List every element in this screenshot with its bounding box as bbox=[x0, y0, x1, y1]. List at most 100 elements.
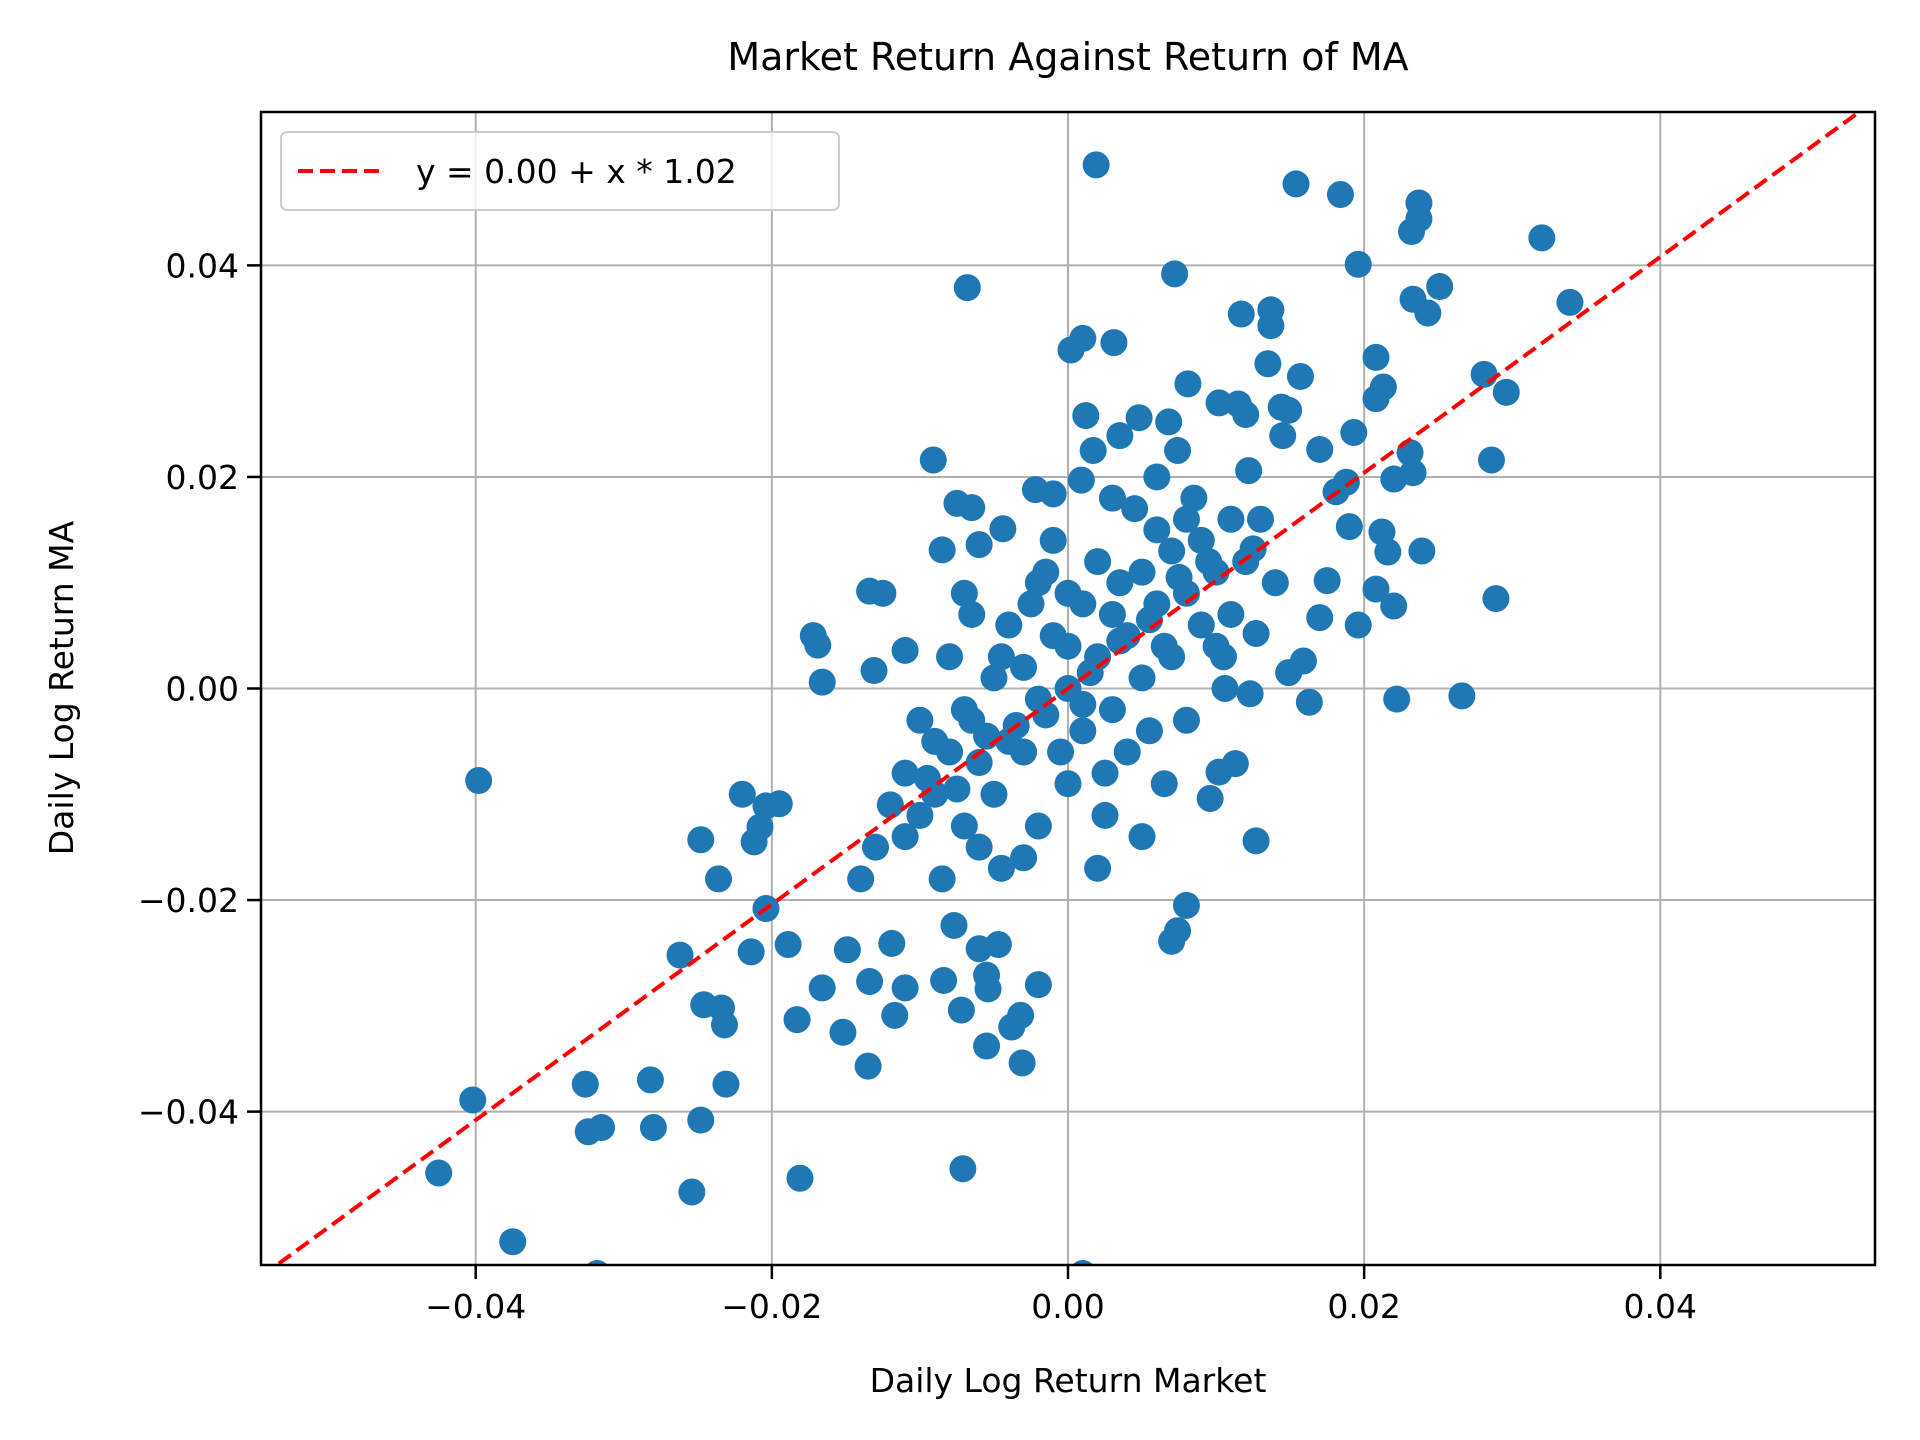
data-point bbox=[1024, 812, 1052, 840]
data-point bbox=[1024, 971, 1052, 999]
data-point bbox=[891, 823, 919, 851]
data-point bbox=[1275, 396, 1303, 424]
data-point bbox=[930, 966, 958, 994]
data-point bbox=[854, 1052, 882, 1080]
data-point bbox=[765, 790, 793, 818]
data-point bbox=[1100, 329, 1128, 357]
data-point bbox=[1057, 336, 1085, 364]
data-point bbox=[1125, 404, 1153, 432]
data-point bbox=[1039, 480, 1067, 508]
data-point bbox=[1187, 611, 1215, 639]
data-point bbox=[947, 996, 975, 1024]
data-point bbox=[1180, 484, 1208, 512]
data-point bbox=[1235, 457, 1263, 485]
x-axis-label: Daily Log Return Market bbox=[870, 1361, 1267, 1400]
data-point bbox=[1426, 273, 1454, 301]
data-point bbox=[1211, 675, 1239, 702]
x-tick-label: 0.00 bbox=[1031, 1287, 1104, 1326]
data-point bbox=[786, 1164, 814, 1192]
data-point bbox=[499, 1228, 527, 1256]
data-point bbox=[921, 727, 949, 755]
data-point bbox=[1079, 436, 1107, 464]
data-point bbox=[639, 1113, 667, 1141]
data-point bbox=[1242, 619, 1270, 647]
data-point bbox=[712, 1070, 740, 1098]
data-point bbox=[1161, 260, 1189, 288]
data-point bbox=[1232, 548, 1260, 576]
data-point bbox=[987, 854, 1015, 882]
data-point bbox=[1098, 696, 1126, 724]
data-point bbox=[847, 865, 875, 893]
data-point bbox=[1344, 611, 1372, 639]
data-point bbox=[1232, 401, 1260, 429]
data-point bbox=[1205, 758, 1233, 786]
data-point bbox=[1295, 688, 1323, 716]
data-point bbox=[980, 780, 1008, 808]
data-point bbox=[774, 930, 802, 958]
data-point bbox=[958, 706, 986, 734]
data-point bbox=[1362, 343, 1390, 371]
data-point bbox=[1069, 690, 1097, 718]
data-point bbox=[1374, 538, 1402, 566]
data-point bbox=[1380, 592, 1408, 620]
data-point bbox=[1128, 664, 1156, 692]
data-point bbox=[1150, 632, 1178, 660]
data-point bbox=[980, 664, 1008, 692]
data-point bbox=[913, 764, 941, 792]
data-point bbox=[943, 775, 971, 803]
data-point bbox=[1414, 299, 1442, 327]
data-point bbox=[586, 1259, 608, 1265]
data-point bbox=[965, 935, 993, 963]
data-point bbox=[1477, 446, 1505, 474]
data-point bbox=[862, 833, 890, 861]
data-point bbox=[1195, 548, 1223, 576]
data-point bbox=[829, 1018, 857, 1046]
data-point bbox=[1106, 569, 1134, 597]
data-point bbox=[636, 1066, 664, 1094]
data-point bbox=[804, 631, 832, 659]
data-point bbox=[1072, 1259, 1094, 1265]
data-point bbox=[958, 600, 986, 628]
data-point bbox=[906, 801, 934, 829]
data-point bbox=[1362, 385, 1390, 413]
data-point bbox=[1098, 600, 1126, 628]
data-point bbox=[949, 1155, 977, 1183]
data-point bbox=[1165, 563, 1193, 591]
data-point bbox=[459, 1086, 487, 1114]
data-point bbox=[1082, 151, 1110, 179]
data-point bbox=[1398, 218, 1426, 246]
data-point bbox=[737, 938, 765, 966]
data-point bbox=[1084, 548, 1112, 576]
legend-box bbox=[280, 131, 840, 211]
data-point bbox=[1024, 569, 1052, 597]
legend-label: y = 0.00 + x * 1.02 bbox=[416, 152, 737, 191]
data-point bbox=[1164, 436, 1192, 464]
data-point bbox=[1135, 717, 1163, 745]
y-tick-label: −0.02 bbox=[138, 881, 239, 920]
data-point bbox=[1326, 181, 1354, 209]
data-point bbox=[1313, 567, 1341, 595]
data-point bbox=[1128, 558, 1156, 586]
y-tick-label: 0.04 bbox=[166, 246, 239, 285]
data-point bbox=[1209, 643, 1237, 671]
data-point bbox=[465, 767, 493, 795]
data-point bbox=[1217, 600, 1245, 628]
data-point bbox=[995, 611, 1023, 639]
data-point bbox=[1470, 360, 1498, 388]
data-point bbox=[1135, 606, 1163, 634]
y-tick-label: 0.00 bbox=[166, 670, 239, 709]
data-point bbox=[878, 929, 906, 957]
data-point bbox=[1254, 350, 1282, 378]
data-point bbox=[953, 274, 981, 302]
y-tick-label: −0.04 bbox=[138, 1093, 239, 1132]
data-point bbox=[965, 531, 993, 559]
data-point bbox=[1340, 419, 1368, 447]
data-point bbox=[919, 446, 947, 474]
data-point bbox=[1306, 604, 1334, 632]
data-point bbox=[965, 833, 993, 861]
x-tick-label: 0.02 bbox=[1327, 1287, 1400, 1326]
data-point bbox=[1528, 224, 1556, 252]
fit-line bbox=[273, 112, 1863, 1265]
data-point bbox=[950, 812, 978, 840]
